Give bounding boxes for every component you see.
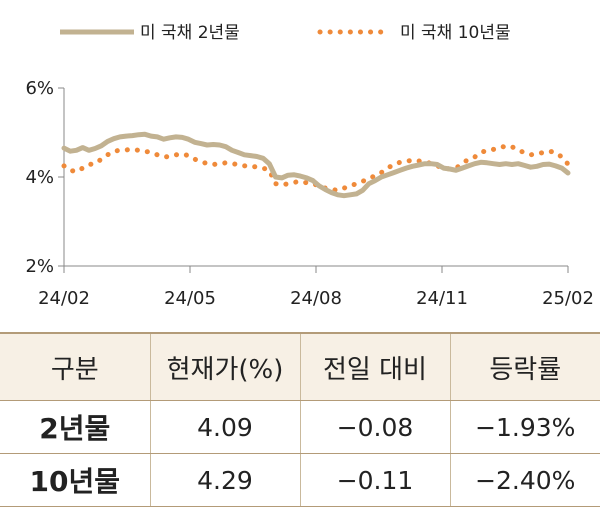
header-category: 구분 [0,332,150,401]
header-change: 전일 대비 [299,332,450,401]
legend-label-2y: 미 국채 2년물 [140,23,240,43]
legend-label-10y: 미 국채 10년물 [400,23,511,43]
cell-change: −0.08 [299,400,450,454]
yield-table: 구분 현재가(%) 전일 대비 등락률 2년물 4.09 −0.08 −1.93… [0,332,600,507]
cell-rate: −2.40% [449,453,600,507]
y-tick-label: 2% [25,256,54,277]
axes: 6% 4% 2% 24/02 24/05 24/08 24/11 25/02 [25,78,594,309]
legend: 미 국채 2년물 미 국채 10년물 [60,23,511,43]
row-label: 10년물 [0,453,150,507]
x-tick-label: 24/11 [416,288,468,309]
y-tick-label: 6% [25,78,54,99]
y-tick-label: 4% [25,167,54,188]
table-row: 2년물 4.09 −0.08 −1.93% [0,400,600,454]
x-tick-label: 24/02 [38,288,90,309]
series-layer [61,131,571,199]
table-header-row: 구분 현재가(%) 전일 대비 등락률 [0,332,600,401]
cell-change: −0.11 [299,453,450,507]
series-line-2y [61,131,571,199]
yield-chart: 미 국채 2년물 미 국채 10년물 6% 4% 2% 24/02 24/05 24/08… [25,23,594,309]
cell-current: 4.29 [149,453,300,507]
row-label: 2년물 [0,400,150,454]
cell-current: 4.09 [149,400,300,454]
x-tick-label: 24/05 [164,288,216,309]
table-row: 10년물 4.29 −0.11 −2.40% [0,453,600,507]
x-tick-label: 25/02 [542,288,594,309]
header-current: 현재가(%) [149,332,300,401]
cell-rate: −1.93% [449,400,600,454]
header-rate: 등락률 [449,332,600,401]
x-tick-label: 24/08 [290,288,342,309]
